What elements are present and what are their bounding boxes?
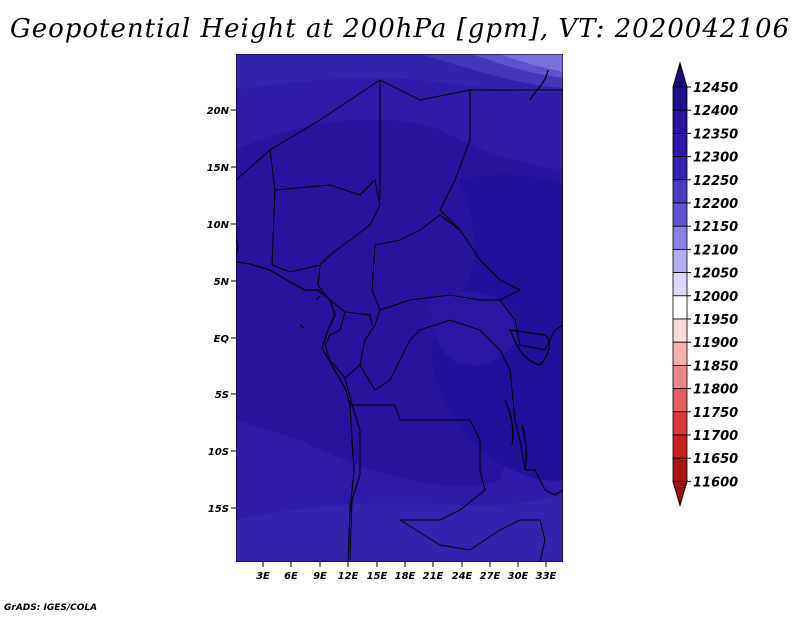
colorbar-top-arrow	[672, 61, 688, 88]
lon-label: 6E	[284, 571, 298, 582]
lon-label: 18E	[395, 571, 416, 582]
colorbar-segment	[672, 225, 688, 250]
lon-label: 9E	[313, 571, 327, 582]
coastlines	[236, 69, 550, 562]
lat-ticks	[231, 109, 236, 509]
lon-label: 21E	[423, 571, 444, 582]
lon-ticks	[262, 562, 547, 567]
colorbar-segment	[672, 156, 688, 181]
colorbar-label: 11700	[693, 429, 738, 444]
colorbar-bottom-arrow	[672, 480, 688, 508]
colorbar-label: 12150	[693, 220, 738, 235]
lat-label: 15N	[207, 163, 230, 174]
colorbar-segment	[672, 132, 688, 157]
lat-label: 15S	[208, 504, 229, 515]
lon-label: 15E	[367, 571, 388, 582]
lat-label: 10N	[207, 220, 230, 231]
colorbar-label: 12100	[693, 243, 738, 258]
lon-label: 27E	[480, 571, 501, 582]
colorbar-segment	[672, 109, 688, 134]
colorbar-label: 11900	[693, 336, 738, 351]
grads-credit: GrADS: IGES/COLA	[4, 603, 98, 613]
colorbar-segment	[672, 411, 688, 436]
colorbar-label: 12450	[693, 81, 738, 96]
colorbar-label: 11750	[693, 406, 738, 421]
lon-label: 30E	[508, 571, 529, 582]
colorbar-segment	[672, 248, 688, 273]
colorbar: 12450 12400 12350 12300 12250 12200 12150 12100…	[672, 61, 738, 508]
colorbar-label: 11650	[693, 452, 738, 467]
colorbar-label: 12300	[693, 151, 738, 166]
colorbar-segment	[672, 272, 688, 297]
lat-label: EQ	[214, 334, 230, 345]
country-borders	[236, 79, 563, 562]
map-plot-area	[236, 54, 563, 562]
colorbar-label: 12400	[693, 104, 738, 119]
lat-label: 5N	[214, 277, 230, 288]
colorbar-segment	[672, 388, 688, 413]
map-title: Geopotential Height at 200hPa [gpm], VT:…	[9, 14, 791, 44]
lon-label: 33E	[536, 571, 557, 582]
colorbar-label: 12200	[693, 197, 738, 212]
colorbar-segment	[672, 318, 688, 343]
colorbar-segment	[672, 295, 688, 320]
colorbar-segment	[672, 364, 688, 389]
field-band-12300-south	[236, 495, 563, 562]
field-band-12150	[500, 54, 563, 72]
colorbar-label: 11850	[693, 359, 738, 374]
colorbar-label: 11800	[693, 383, 738, 398]
lat-label: 10S	[208, 447, 229, 458]
lat-label: 20N	[207, 106, 230, 117]
colorbar-segment	[672, 86, 688, 111]
colorbar-label: 11950	[693, 313, 738, 328]
colorbar-label: 12050	[693, 267, 738, 282]
lon-label: 3E	[256, 571, 270, 582]
colorbar-segment	[672, 179, 688, 204]
lon-label: 24E	[452, 571, 473, 582]
colorbar-label: 11600	[693, 475, 738, 490]
colorbar-segment	[672, 341, 688, 366]
colorbar-segment	[672, 202, 688, 227]
lat-labels: 20N 15N 10N 5N EQ 5S 10S 15S	[207, 106, 230, 515]
colorbar-segment	[672, 434, 688, 459]
colorbar-segment	[672, 457, 688, 482]
colorbar-label: 12350	[693, 127, 738, 142]
lon-label: 12E	[338, 571, 359, 582]
lat-label: 5S	[215, 390, 229, 401]
colorbar-label: 12250	[693, 174, 738, 189]
lon-labels: 3E 6E 9E 12E 15E 18E 21E 24E 27E 30E 33E	[256, 571, 556, 582]
colorbar-label: 12000	[693, 290, 738, 305]
